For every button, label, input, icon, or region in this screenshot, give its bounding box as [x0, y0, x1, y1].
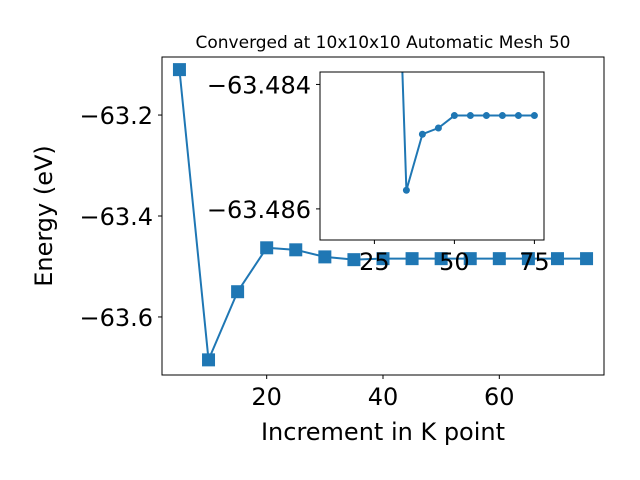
main-y-tick-label: −63.4	[79, 203, 153, 231]
inset-series-line	[401, 72, 535, 192]
main-data-point	[260, 241, 274, 255]
inset-x-tick-label: 50	[439, 248, 470, 276]
inset-y-tick-label: −63.486	[207, 196, 311, 224]
main-data-point	[580, 252, 594, 266]
main-data-point	[434, 252, 448, 266]
main-data-point	[289, 243, 303, 257]
main-data-point	[521, 252, 535, 266]
inset-data-point	[482, 112, 490, 120]
inset-x-tick-label: 75	[519, 248, 550, 276]
inset-data-point	[466, 112, 474, 120]
inset-data-point	[514, 112, 522, 120]
main-data-point	[405, 252, 419, 266]
main-data-point	[318, 250, 332, 264]
main-data-point	[463, 252, 477, 266]
inset-data-point	[418, 130, 426, 138]
inset-data-point	[434, 124, 442, 132]
inset-y-tick-label: −63.484	[207, 71, 311, 99]
inset-frame	[319, 71, 545, 241]
inset-series-group	[401, 72, 538, 194]
inset-data-point	[530, 112, 538, 120]
chart-title: Converged at 10x10x10 Automatic Mesh 50	[196, 33, 571, 53]
inset-data-point	[450, 112, 458, 120]
inset-plot-area: 25 50 75 −63.486 −63.484	[207, 71, 550, 276]
main-y-tick-label: −63.6	[79, 304, 153, 332]
inset-data-point	[498, 112, 506, 120]
x-axis-label: Increment in K point	[261, 418, 505, 446]
main-series-group	[172, 63, 594, 367]
main-x-tick-label: 40	[368, 383, 399, 411]
inset-data-point	[402, 186, 410, 194]
main-data-point	[550, 252, 564, 266]
main-data-point	[347, 253, 361, 267]
main-data-point	[172, 63, 186, 77]
inset-background	[320, 72, 544, 240]
main-x-tick-label: 20	[251, 383, 282, 411]
main-y-tick-label: −63.2	[79, 102, 153, 130]
main-data-point	[492, 252, 506, 266]
main-data-point	[202, 353, 216, 367]
main-data-point	[231, 285, 245, 299]
inset-x-tick-label: 25	[359, 248, 390, 276]
main-data-point	[376, 252, 390, 266]
main-x-tick-label: 60	[484, 383, 515, 411]
y-axis-label: Energy (eV)	[30, 145, 58, 287]
